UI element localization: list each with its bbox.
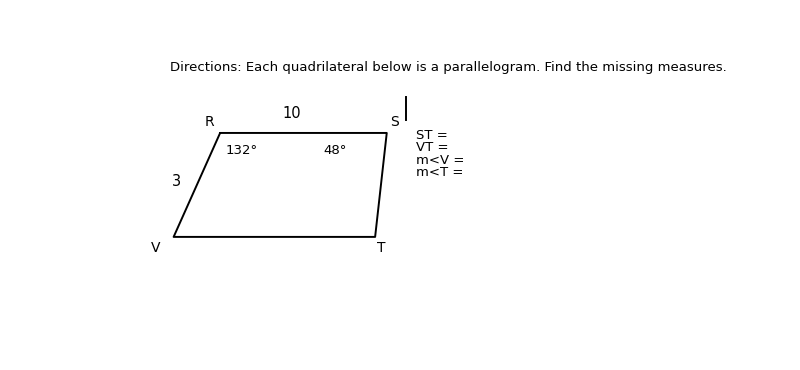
Text: 10: 10 [283, 107, 302, 121]
Text: m<T =: m<T = [416, 166, 463, 179]
Text: Directions: Each quadrilateral below is a parallelogram. Find the missing measur: Directions: Each quadrilateral below is … [170, 61, 726, 74]
Text: S: S [390, 115, 398, 129]
Text: R: R [205, 115, 214, 129]
Text: ST =: ST = [416, 129, 448, 142]
Text: VT =: VT = [416, 141, 449, 154]
Text: V: V [151, 241, 161, 255]
Text: 3: 3 [172, 174, 182, 189]
Text: 132°: 132° [226, 145, 258, 158]
Text: m<V =: m<V = [416, 154, 465, 167]
Text: 48°: 48° [323, 145, 346, 158]
Text: T: T [378, 241, 386, 255]
